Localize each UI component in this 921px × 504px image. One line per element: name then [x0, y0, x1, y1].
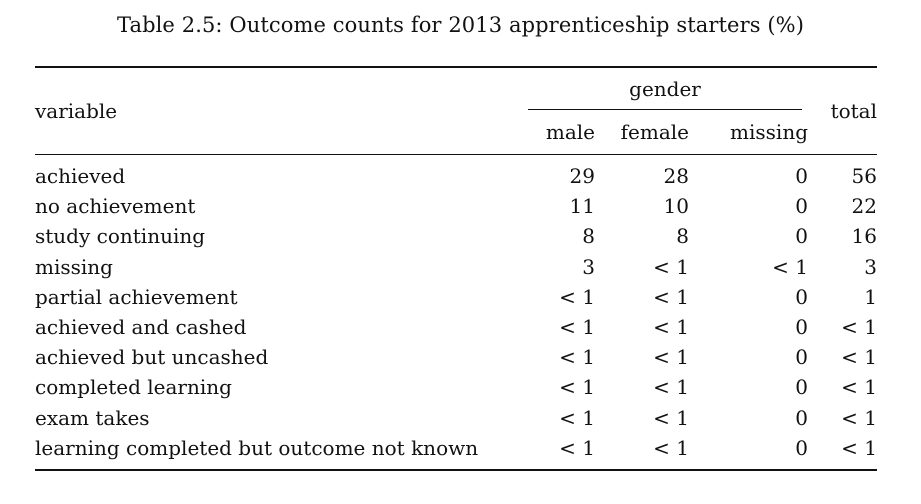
cell-male: 11: [569, 194, 595, 219]
table-row: no achievement 11 10 0 22: [35, 191, 877, 221]
cell-male: 3: [582, 254, 595, 279]
cell-total: < 1: [841, 315, 877, 340]
table-row: partial achievement < 1 < 1 0 1: [35, 282, 877, 312]
cell-variable: learning completed but outcome not known: [35, 432, 528, 471]
table-row: achieved and cashed < 1 < 1 0 < 1: [35, 312, 877, 342]
variable-column-header: variable: [35, 66, 528, 155]
cell-total: 16: [851, 224, 877, 249]
cell-female: < 1: [595, 432, 689, 471]
total-column-header: total: [808, 66, 877, 155]
cell-missing: 0: [795, 345, 808, 370]
outcome-table: variable gender total male female missin…: [35, 66, 877, 471]
cell-female: < 1: [653, 254, 689, 279]
cell-female: < 1: [653, 405, 689, 430]
missing-column-header: missing: [730, 120, 808, 144]
cell-variable: achieved: [35, 154, 528, 192]
table-row: missing 3 < 1 < 1 3: [35, 252, 877, 282]
cell-female: < 1: [653, 375, 689, 400]
female-column-header: female: [620, 120, 689, 144]
cell-missing: 0: [795, 375, 808, 400]
cell-female: < 1: [653, 284, 689, 309]
cell-missing: 0: [795, 284, 808, 309]
table-body: achieved 29 28 0 56 no achievement 11 10 0 22 stud…: [35, 154, 877, 471]
cell-female: 28: [595, 154, 689, 192]
cell-total: 22: [851, 194, 877, 219]
cell-total: < 1: [841, 405, 877, 430]
cell-male: < 1: [528, 432, 595, 471]
cell-variable: exam takes: [35, 405, 150, 430]
cell-male: < 1: [559, 345, 595, 370]
cell-total: < 1: [841, 375, 877, 400]
cell-missing: 0: [689, 154, 808, 192]
table-row: study continuing 8 8 0 16: [35, 221, 877, 251]
cell-total: < 1: [841, 345, 877, 370]
cell-male: < 1: [559, 284, 595, 309]
table-row: achieved but uncashed < 1 < 1 0 < 1: [35, 342, 877, 372]
table-row: learning completed but outcome not known…: [35, 432, 877, 471]
cell-variable: partial achievement: [35, 284, 238, 309]
cell-missing: 0: [689, 432, 808, 471]
cell-total: 3: [864, 254, 877, 279]
cell-total: 1: [864, 284, 877, 309]
cell-missing: 0: [795, 224, 808, 249]
male-column-header: male: [545, 120, 595, 144]
cell-variable: completed learning: [35, 375, 232, 400]
table-row: completed learning < 1 < 1 0 < 1: [35, 372, 877, 402]
cell-variable: no achievement: [35, 194, 196, 219]
cell-male: < 1: [559, 315, 595, 340]
cell-male: 29: [528, 154, 595, 192]
table-row: achieved 29 28 0 56: [35, 154, 877, 192]
cell-variable: study continuing: [35, 224, 206, 249]
cell-missing: 0: [795, 315, 808, 340]
table-caption: Table 2.5: Outcome counts for 2013 appre…: [116, 13, 805, 37]
cell-total: < 1: [808, 432, 877, 471]
cell-variable: missing: [35, 254, 113, 279]
cell-missing: 0: [795, 194, 808, 219]
cell-male: < 1: [559, 405, 595, 430]
table-row: exam takes < 1 < 1 0 < 1: [35, 403, 877, 433]
cell-missing: 0: [795, 405, 808, 430]
cell-missing: < 1: [772, 254, 808, 279]
cell-variable: achieved and cashed: [35, 315, 247, 340]
gender-group-label: gender: [528, 69, 802, 110]
cell-female: < 1: [653, 315, 689, 340]
cell-female: < 1: [653, 345, 689, 370]
cell-female: 8: [676, 224, 689, 249]
cell-male: 8: [582, 224, 595, 249]
cell-male: < 1: [559, 375, 595, 400]
cell-female: 10: [663, 194, 689, 219]
cell-variable: achieved but uncashed: [35, 345, 269, 370]
gender-group-header: gender: [528, 66, 808, 110]
cell-total: 56: [808, 154, 877, 192]
